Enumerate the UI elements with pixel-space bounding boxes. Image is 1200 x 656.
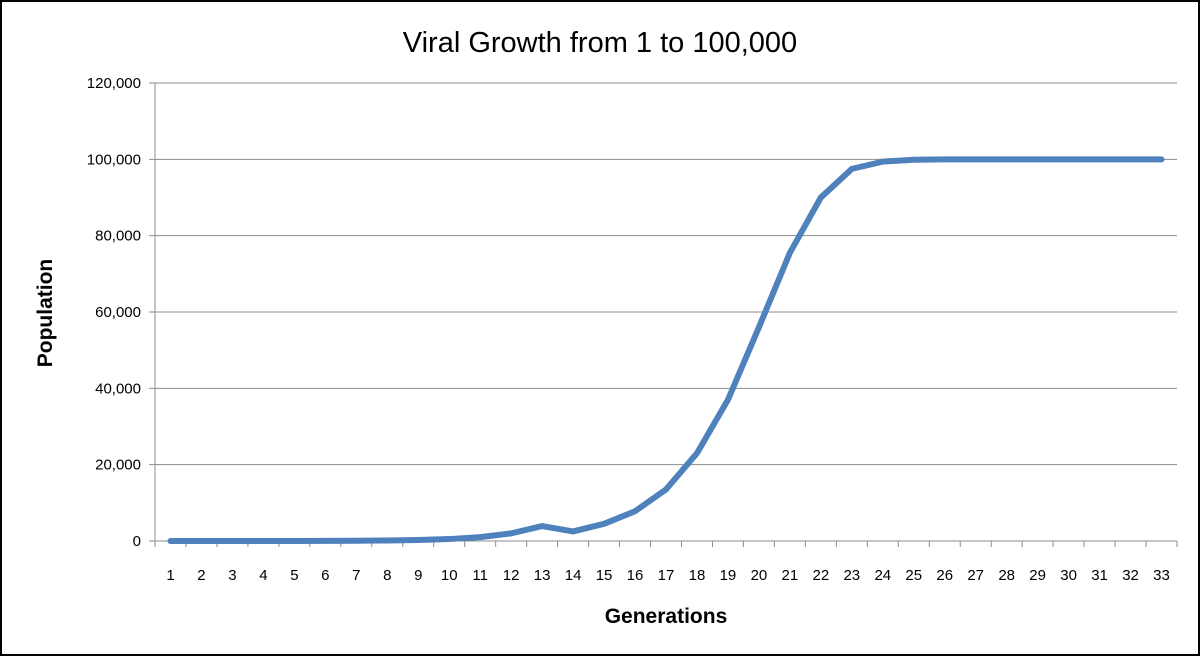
x-tick-label: 30 bbox=[1060, 567, 1077, 584]
x-tick-label: 28 bbox=[998, 567, 1015, 584]
x-tick-label: 24 bbox=[874, 567, 891, 584]
x-tick-label: 11 bbox=[472, 567, 488, 584]
x-tick-label: 21 bbox=[782, 567, 799, 584]
x-tick-label: 25 bbox=[905, 567, 922, 584]
x-tick-label: 26 bbox=[936, 567, 953, 584]
x-tick-label: 20 bbox=[751, 567, 768, 584]
x-tick-label: 4 bbox=[259, 567, 267, 584]
x-tick-label: 6 bbox=[321, 567, 329, 584]
gridlines bbox=[155, 82, 1177, 466]
series-line bbox=[167, 156, 1165, 544]
series-group bbox=[167, 156, 1165, 544]
y-tick-label: 100,000 bbox=[87, 151, 141, 168]
x-tick-label: 22 bbox=[813, 567, 830, 584]
x-tick-label: 10 bbox=[441, 567, 458, 584]
x-tick-label: 14 bbox=[565, 567, 582, 584]
x-tick-label: 16 bbox=[627, 567, 644, 584]
y-axis-title: Population bbox=[34, 259, 57, 368]
chart-title: Viral Growth from 1 to 100,000 bbox=[403, 27, 797, 59]
y-tick-label: 40,000 bbox=[95, 380, 141, 397]
x-tick-label: 9 bbox=[414, 567, 422, 584]
x-tick-label: 3 bbox=[228, 567, 236, 584]
y-tick-label: 0 bbox=[133, 533, 141, 550]
x-tick-label: 19 bbox=[720, 567, 737, 584]
x-tick-label: 27 bbox=[967, 567, 984, 584]
x-axis-ticks: 1 2 3 4 5 6 7 8 9 10 11 12 13 14 15 16 17 18 19 20 21 22 23 24 2… bbox=[154, 541, 1178, 584]
x-axis-title: Generations bbox=[605, 605, 728, 628]
x-tick-label: 32 bbox=[1122, 567, 1139, 584]
x-tick-label: 12 bbox=[503, 567, 520, 584]
x-tick-label: 7 bbox=[352, 567, 360, 584]
x-tick-label: 15 bbox=[596, 567, 613, 584]
x-tick-label: 1 bbox=[166, 567, 174, 584]
x-tick-label: 29 bbox=[1029, 567, 1046, 584]
x-tick-label: 2 bbox=[197, 567, 205, 584]
y-axis-ticks: 0 20,000 40,000 60,000 80,000 100,000 120,000 bbox=[87, 75, 155, 550]
y-tick-label: 120,000 bbox=[87, 75, 141, 92]
x-tick-label: 8 bbox=[383, 567, 391, 584]
y-tick-label: 20,000 bbox=[95, 457, 141, 474]
y-tick-label: 60,000 bbox=[95, 304, 141, 321]
x-tick-label: 13 bbox=[534, 567, 551, 584]
x-tick-label: 17 bbox=[658, 567, 675, 584]
x-tick-label: 31 bbox=[1091, 567, 1108, 584]
y-tick-label: 80,000 bbox=[95, 228, 141, 245]
x-tick-label: 33 bbox=[1153, 567, 1170, 584]
x-tick-label: 5 bbox=[290, 567, 298, 584]
x-tick-label: 23 bbox=[843, 567, 860, 584]
x-tick-label: 18 bbox=[689, 567, 706, 584]
